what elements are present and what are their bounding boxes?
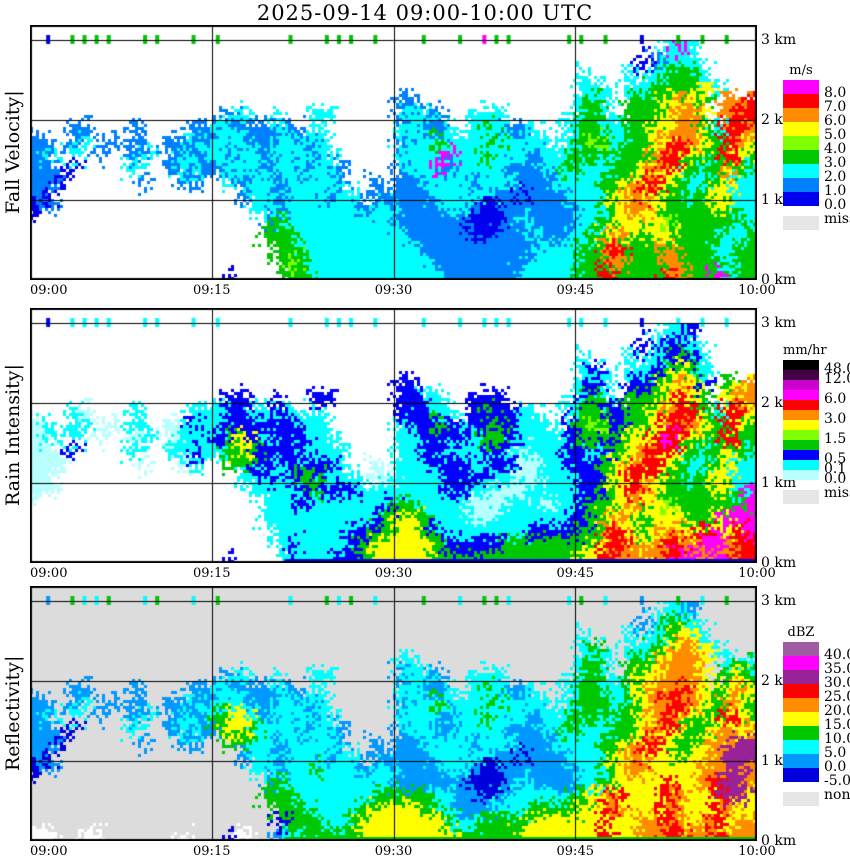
legend-miss-label: none xyxy=(824,787,850,803)
legend-band-label: 30.0 xyxy=(824,675,850,691)
legend-band-label: 0.0 xyxy=(824,471,847,487)
x-tick-label: 09:00 xyxy=(30,844,68,859)
km-tick-label: 0 km xyxy=(761,833,797,849)
legend-band xyxy=(783,740,819,754)
legend-band xyxy=(783,698,819,712)
legend-band-label: 8.0 xyxy=(824,85,847,101)
legend-band xyxy=(783,122,819,136)
legend-band xyxy=(783,768,819,782)
legend-band xyxy=(783,410,819,420)
legend-band-label: 15.0 xyxy=(824,717,850,733)
legend-band xyxy=(783,642,819,656)
legend-title-reflectivity: dBZ xyxy=(787,625,815,640)
page-title: 2025-09-14 09:00-10:00 UTC xyxy=(256,1,594,25)
legend-band-label: 1.0 xyxy=(824,183,847,199)
legend-band-label: 5.0 xyxy=(824,127,847,143)
x-tick-label: 09:45 xyxy=(556,844,594,859)
legend-band-label: 6.0 xyxy=(824,391,847,407)
legend-miss-label: miss xyxy=(824,485,850,501)
legend-band-label: 3.0 xyxy=(824,411,847,427)
x-tick-label: 09:45 xyxy=(556,566,594,581)
legend-band-label: 12.0 xyxy=(824,371,850,387)
legend-band-label: -5.0 xyxy=(824,773,850,789)
x-tick-label: 09:00 xyxy=(30,283,68,298)
legend-band xyxy=(783,390,819,400)
x-tick-label: 09:30 xyxy=(374,566,413,581)
km-tick-label: 3 km xyxy=(761,315,797,331)
legend-band xyxy=(783,656,819,670)
legend-band xyxy=(783,726,819,740)
x-tick-label: 09:15 xyxy=(193,283,231,298)
legend-title-fall-velocity: m/s xyxy=(789,63,813,78)
km-tick-label: 0 km xyxy=(761,555,797,571)
legend-band-label: 40.0 xyxy=(824,647,850,663)
legend-band xyxy=(783,712,819,726)
legend-band xyxy=(783,420,819,430)
legend-band xyxy=(783,370,819,380)
panel-canvas-fall-velocity xyxy=(30,25,757,280)
legend-miss-swatch xyxy=(783,490,819,504)
legend-band-label: 0.1 xyxy=(824,461,847,477)
legend-band-label: 0.0 xyxy=(824,197,847,213)
legend-band xyxy=(783,80,819,94)
legend-band-label: 2.0 xyxy=(824,169,847,185)
legend-band-label: 5.0 xyxy=(824,745,847,761)
legend-band xyxy=(783,150,819,164)
x-tick-label: 10:00 xyxy=(738,566,776,581)
legend-band xyxy=(783,108,819,122)
legend-band xyxy=(783,670,819,684)
km-tick-label: 3 km xyxy=(761,593,797,609)
x-tick-label: 09:30 xyxy=(374,844,413,859)
legend-band-label: 0.5 xyxy=(824,451,847,467)
x-tick-label: 09:15 xyxy=(193,566,231,581)
legend-band xyxy=(783,684,819,698)
y-axis-title-rain-intensity: Rain Intensity| xyxy=(2,364,24,507)
legend-band-label: 0.0 xyxy=(824,759,847,775)
legend-band xyxy=(783,360,819,370)
y-axis-title-fall-velocity: Fall Velocity| xyxy=(2,90,24,215)
legend-band-label: 10.0 xyxy=(824,731,850,747)
legend-band xyxy=(783,178,819,192)
legend-band-label: 4.0 xyxy=(824,141,847,157)
km-tick-label: 0 km xyxy=(761,272,797,288)
legend-band xyxy=(783,470,819,480)
legend-band xyxy=(783,400,819,410)
legend-band xyxy=(783,430,819,440)
x-tick-label: 09:30 xyxy=(374,283,413,298)
km-tick-label: 3 km xyxy=(761,32,797,48)
x-tick-label: 10:00 xyxy=(738,844,776,859)
legend-band-label: 48.0 xyxy=(824,361,850,377)
legend-band xyxy=(783,460,819,470)
legend-miss-swatch xyxy=(783,216,819,230)
legend-band xyxy=(783,380,819,390)
panel-canvas-rain-intensity xyxy=(30,308,757,563)
y-axis-title-reflectivity: Reflectivity| xyxy=(2,655,24,772)
legend-band xyxy=(783,450,819,460)
panel-canvas-reflectivity xyxy=(30,586,757,841)
legend-band-label: 20.0 xyxy=(824,703,850,719)
legend-band-label: 1.5 xyxy=(824,431,847,447)
legend-band xyxy=(783,136,819,150)
legend-band xyxy=(783,440,819,450)
x-tick-label: 10:00 xyxy=(738,283,776,298)
legend-band-label: 35.0 xyxy=(824,661,850,677)
legend-miss-swatch xyxy=(783,792,819,806)
x-tick-label: 09:45 xyxy=(556,283,594,298)
legend-band-label: 7.0 xyxy=(824,99,847,115)
legend-band-label: 3.0 xyxy=(824,155,847,171)
legend-title-rain-intensity: mm/hr xyxy=(783,343,827,358)
x-tick-label: 09:00 xyxy=(30,566,68,581)
legend-band xyxy=(783,192,819,206)
legend-band-label: 25.0 xyxy=(824,689,850,705)
legend-band-label: 6.0 xyxy=(824,113,847,129)
legend-band xyxy=(783,94,819,108)
legend-band xyxy=(783,164,819,178)
x-tick-label: 09:15 xyxy=(193,844,231,859)
legend-miss-label: miss xyxy=(824,211,850,227)
legend-band xyxy=(783,754,819,768)
